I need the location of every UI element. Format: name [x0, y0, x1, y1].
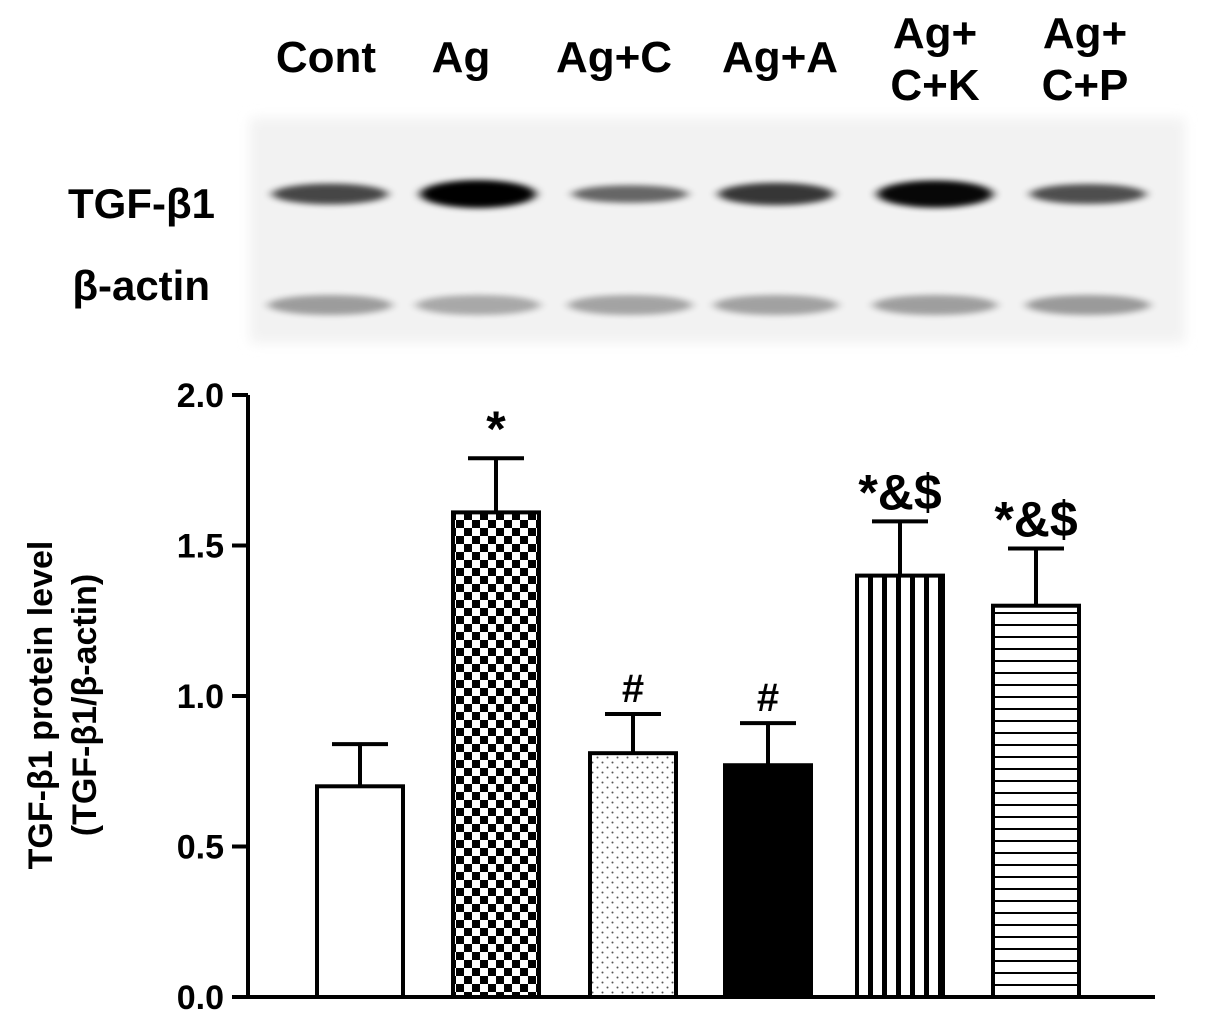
actin-band — [416, 295, 540, 315]
bars — [315, 510, 1081, 999]
actin-band — [268, 295, 392, 315]
significance-marker: * — [486, 401, 506, 457]
significance-marker: *&$ — [994, 492, 1078, 548]
significance-marker: *&$ — [858, 464, 942, 520]
y-tick-label: 2.0 — [177, 377, 224, 415]
lane-label: Ag+C — [556, 33, 672, 82]
beta-actin-bands — [268, 295, 1150, 315]
western-blot: Cont Ag Ag+C Ag+A Ag+ C+K Ag+ C+P TGF-β1 β-acti… — [68, 9, 1185, 343]
bar-ag-plus-a — [723, 763, 813, 999]
blot-row-label-tgf: TGF-β1 — [68, 180, 215, 227]
y-tick-label: 1.5 — [177, 528, 224, 566]
y-axis-title-line1: TGF-β1 protein level — [22, 541, 60, 870]
actin-band — [568, 295, 692, 315]
lane-label: Ag+A — [722, 33, 838, 82]
tgf-band — [572, 185, 688, 203]
y-axis: 0.0 0.5 1.0 1.5 2.0 — [177, 377, 250, 1017]
actin-band — [1026, 295, 1150, 315]
tgf-band — [272, 183, 388, 205]
tgf-band — [877, 180, 993, 208]
bar-ag-plus-c — [588, 751, 678, 999]
significance-marker: # — [622, 667, 644, 711]
y-tick-label: 0.5 — [177, 829, 224, 867]
bar-cont — [315, 784, 405, 999]
lane-label: Ag+ C+K — [890, 9, 979, 110]
tgf-band — [718, 182, 834, 206]
blot-row-label-actin: β-actin — [72, 262, 210, 309]
error-bars — [332, 456, 1064, 787]
lane-labels: Cont Ag Ag+C Ag+A Ag+ C+K Ag+ C+P — [276, 9, 1129, 110]
bar-ag — [451, 510, 541, 999]
bar-chart: 0.0 0.5 1.0 1.5 2.0 * # # *&$ *&$ TGF-β1 protein… — [22, 377, 1155, 1017]
actin-band — [714, 295, 838, 315]
tgf-band — [1030, 184, 1146, 204]
lane-label: Ag+ C+P — [1042, 9, 1129, 110]
y-tick-label: 0.0 — [177, 979, 224, 1017]
tgf-beta1-bands — [272, 180, 1146, 208]
bar-ag-plus-c-plus-p — [991, 603, 1081, 999]
bar-ag-plus-c-plus-k — [855, 573, 945, 999]
y-axis-title-line2: (TGF-β1/β-actin) — [66, 574, 104, 837]
tgf-band — [420, 180, 536, 208]
actin-band — [873, 295, 997, 315]
y-tick-label: 1.0 — [177, 678, 224, 716]
lane-label: Ag — [432, 33, 491, 82]
lane-label: Cont — [276, 33, 377, 82]
significance-marker: # — [757, 676, 779, 720]
significance-annotations: * # # *&$ *&$ — [486, 401, 1078, 720]
